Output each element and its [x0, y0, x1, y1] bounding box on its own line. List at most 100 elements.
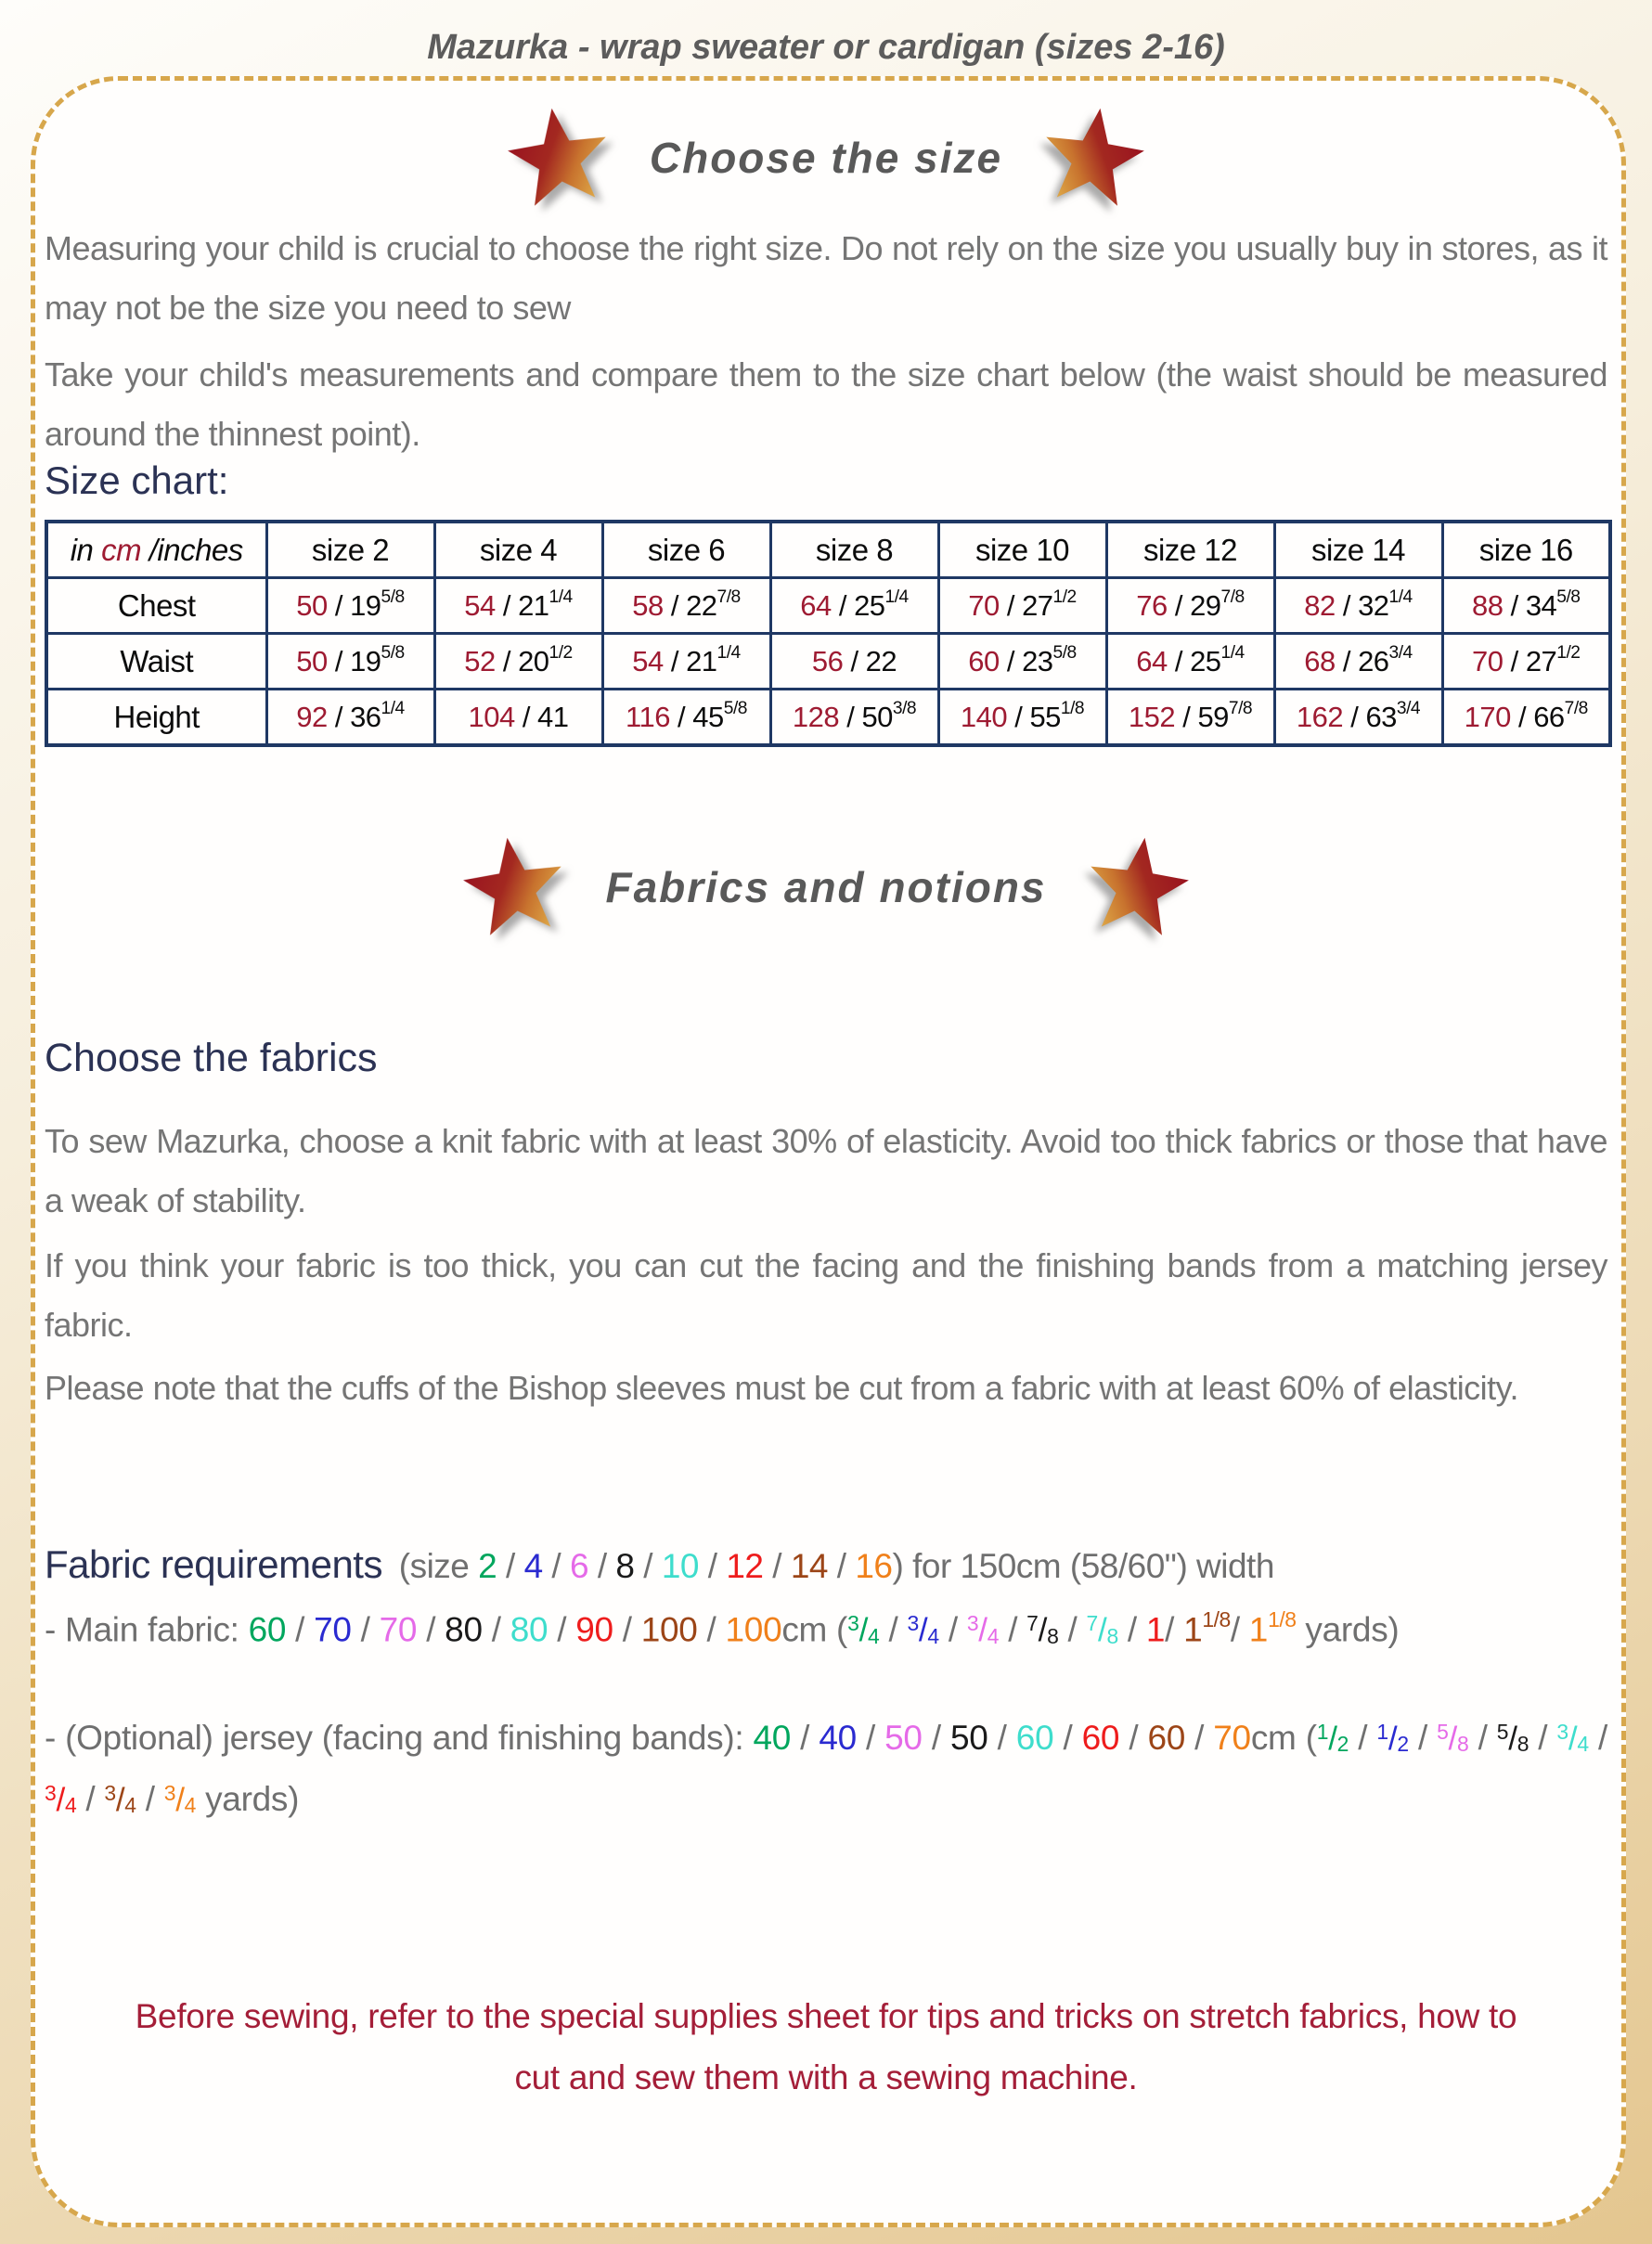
- row-label: Waist: [45, 632, 268, 690]
- table-cell: 60 / 235/8: [936, 632, 1108, 690]
- text-segment: 80: [510, 1610, 549, 1649]
- star-icon: [1046, 108, 1144, 206]
- text-segment: /: [136, 1780, 164, 1818]
- table-row: Waist 50 / 195/8 52 / 201/2 54 / 211/4 56 / …: [45, 632, 1612, 690]
- fabrics-heading-row: Fabrics and notions: [0, 833, 1652, 941]
- table-cell: 70 / 271/2: [936, 576, 1108, 635]
- text-segment: 2: [478, 1547, 497, 1585]
- text-segment: 60: [248, 1610, 287, 1649]
- text-segment: /: [922, 1719, 950, 1757]
- text-segment: 6: [570, 1547, 589, 1585]
- star-icon: [1090, 837, 1189, 935]
- text-segment: 70: [314, 1610, 352, 1649]
- text-segment: /: [1117, 1610, 1146, 1649]
- table-cell: 116 / 455/8: [600, 688, 772, 747]
- row-label: Height: [45, 688, 268, 747]
- table-cell: 68 / 263/4: [1272, 632, 1444, 690]
- fabric-requirements-sizes: (size 2 / 4 / 6 / 8 / 10 / 12 / 14 / 16)…: [389, 1547, 1275, 1585]
- text-segment: 1: [1248, 1610, 1269, 1649]
- dashed-frame: [31, 76, 1626, 2227]
- text-segment: /: [938, 1610, 967, 1649]
- text-segment: - (Optional) jersey (facing and finishin…: [45, 1719, 754, 1757]
- text-segment: cm (: [1250, 1719, 1317, 1757]
- fabric-requirements-line: Fabric requirements (size 2 / 4 / 6 / 8 …: [45, 1542, 1607, 1587]
- paragraph-take-measurements: Take your child's measurements and compa…: [45, 355, 1608, 453]
- table-cell: 104 / 41: [432, 688, 604, 747]
- text-segment: 70: [379, 1610, 418, 1649]
- size-column-header: size 8: [768, 520, 940, 579]
- table-cell: 82 / 321/4: [1272, 576, 1444, 635]
- text-segment: /: [497, 1547, 524, 1585]
- text-segment: cm (: [781, 1610, 848, 1649]
- text-segment: /: [763, 1547, 791, 1585]
- text-segment: /: [542, 1547, 570, 1585]
- size-column-header: size 6: [600, 520, 772, 579]
- fabric-requirements-title: Fabric requirements: [45, 1542, 382, 1586]
- paragraph-measuring: Measuring your child is crucial to choos…: [45, 229, 1608, 327]
- text-segment: 10: [661, 1547, 700, 1585]
- star-icon: [507, 108, 606, 206]
- text-segment: 3/4: [966, 1610, 1000, 1649]
- table-cell: 50 / 195/8: [265, 576, 436, 635]
- text-segment: (size: [389, 1547, 479, 1585]
- text-segment: 1/8: [1202, 1606, 1231, 1631]
- text-segment: /: [76, 1780, 105, 1818]
- text-segment: /: [791, 1719, 820, 1757]
- section-heading-choose-size: Choose the size: [649, 134, 1003, 182]
- table-cell: 128 / 503/8: [768, 688, 940, 747]
- text-segment: /: [856, 1719, 885, 1757]
- table-cell: 64 / 251/4: [768, 576, 940, 635]
- text-segment: 5/8: [1437, 1719, 1469, 1757]
- bottom-note-line2: cut and sew them with a sewing machine.: [514, 2058, 1138, 2096]
- text-segment: 7/8: [1086, 1610, 1119, 1649]
- text-segment: 8: [615, 1547, 635, 1585]
- text-segment: /: [351, 1610, 380, 1649]
- text-segment: 16: [855, 1547, 893, 1585]
- table-cell: 50 / 195/8: [265, 632, 436, 690]
- text-segment: 100: [725, 1610, 782, 1649]
- table-cell: 54 / 211/4: [600, 632, 772, 690]
- text-segment: /: [999, 1610, 1027, 1649]
- table-cell: 162 / 633/4: [1272, 688, 1444, 747]
- text-segment: 60: [1015, 1719, 1054, 1757]
- text-segment: 60: [1147, 1719, 1186, 1757]
- text-segment: 50: [884, 1719, 923, 1757]
- table-cell: 54 / 211/4: [432, 576, 604, 635]
- text-segment: /: [1468, 1719, 1497, 1757]
- table-cell: 140 / 551/8: [936, 688, 1108, 747]
- text-segment: yards): [196, 1780, 300, 1818]
- text-segment: 1/2: [1316, 1719, 1349, 1757]
- text-segment: 5/8: [1496, 1719, 1529, 1757]
- text-segment: 3/4: [847, 1610, 880, 1649]
- text-segment: /: [1230, 1610, 1249, 1649]
- size-column-header: size 16: [1440, 520, 1612, 579]
- text-segment: 12: [726, 1547, 764, 1585]
- text-segment: /: [1588, 1719, 1607, 1757]
- table-cell: 70 / 271/2: [1440, 632, 1612, 690]
- text-segment: /: [417, 1610, 445, 1649]
- text-segment: 4: [523, 1547, 544, 1585]
- text-segment: /: [634, 1547, 662, 1585]
- text-segment: 1/2: [1376, 1719, 1409, 1757]
- text-segment: 80: [445, 1610, 483, 1649]
- table-cell: 76 / 297/8: [1104, 576, 1276, 635]
- row-label: Chest: [45, 576, 268, 635]
- text-segment: 60: [1081, 1719, 1120, 1757]
- text-segment: 1: [1145, 1610, 1166, 1649]
- jersey-line: - (Optional) jersey (facing and finishin…: [45, 1709, 1607, 1832]
- text-segment: /: [879, 1610, 908, 1649]
- table-row: Chest 50 / 195/8 54 / 211/4 58 / 227/8 64 / …: [45, 576, 1612, 635]
- text-segment: /: [1408, 1719, 1438, 1757]
- choose-size-heading-row: Choose the size: [0, 104, 1652, 212]
- paragraph-too-thick: If you think your fabric is too thick, y…: [45, 1246, 1608, 1344]
- size-chart-label: Size chart:: [45, 458, 229, 502]
- text-segment: /: [613, 1610, 641, 1649]
- text-segment: yards): [1296, 1610, 1400, 1649]
- star-icon: [463, 837, 562, 935]
- size-column-header: size 10: [936, 520, 1108, 579]
- text-segment: 3/4: [1556, 1719, 1589, 1757]
- page-title: Mazurka - wrap sweater or cardigan (size…: [427, 28, 1225, 67]
- paragraph-bishop-cuffs: Please note that the cuffs of the Bishop…: [45, 1369, 1519, 1407]
- table-cell: 92 / 361/4: [265, 688, 436, 747]
